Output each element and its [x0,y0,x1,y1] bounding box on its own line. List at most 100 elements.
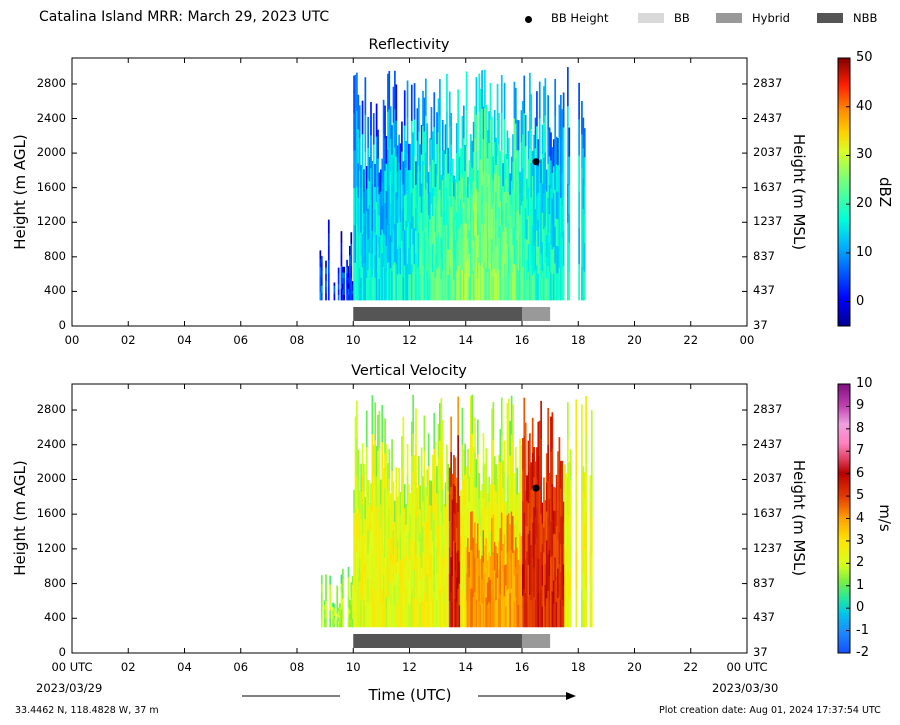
heatmap-cell [562,522,565,544]
heatmap-cell [432,243,434,273]
heatmap-cell [337,610,340,615]
heatmap-cell [486,493,489,516]
heatmap-cell [343,294,346,301]
heatmap-cell [327,233,330,247]
heatmap-cell [423,232,426,267]
heatmap-cell [581,589,583,628]
heatmap-cell [319,250,322,259]
heatmap-cell [441,270,444,301]
heatmap-cell [329,575,332,585]
heatmap-cell [398,494,400,522]
heatmap-cell [354,556,357,593]
heatmap-cell [462,597,465,628]
heatmap-cell [513,498,516,525]
heatmap-cell [530,517,533,545]
heatmap-cell [368,252,371,277]
heatmap-cell [433,161,436,197]
heatmap-cell [551,147,554,173]
heatmap-cell [347,616,350,628]
heatmap-cell [422,195,424,231]
heatmap-cell [388,537,391,568]
heatmap-cell [403,90,406,126]
heatmap-cell [410,592,413,628]
heatmap-cell [377,129,379,159]
heatmap-cell [396,496,399,519]
heatmap-cell [351,296,354,301]
heatmap-cell [329,601,332,611]
heatmap-cell [524,490,527,526]
heatmap-cell [388,70,391,110]
heatmap-cell [325,260,327,268]
heatmap-cell [409,582,412,605]
heatmap-cell [488,174,490,206]
heatmap-cell [460,249,462,276]
heatmap-cell [538,81,541,119]
heatmap-cell [340,254,343,266]
heatmap-cell [439,477,441,516]
heatmap-cell [356,551,358,590]
heatmap-cell [446,475,448,506]
heatmap-cell [395,228,398,265]
y-tick-label-right: 1637 [753,506,783,521]
heatmap-cell [458,605,461,628]
heatmap-cell [347,271,350,278]
date-right: 2023/03/30 [712,681,779,695]
heatmap-cell [458,180,461,205]
heatmap-cell [384,592,386,628]
heatmap-cell [491,554,493,591]
heatmap-cell [370,603,372,628]
heatmap-cell [426,548,429,575]
heatmap-cell [423,131,426,166]
heatmap-cell [481,108,483,148]
heatmap-cell [417,198,420,233]
nbb-swatch-icon [817,13,843,23]
heatmap-cell [382,573,385,601]
heatmap-cell [558,595,561,628]
heatmap-cell [474,487,476,523]
heatmap-cell [375,536,378,567]
heatmap-cell [439,589,441,628]
heatmap-cell [378,215,381,237]
heatmap-cell [531,452,534,488]
heatmap-cell [491,481,493,519]
heatmap-cell [450,144,452,176]
heatmap-cell [540,438,542,477]
heatmap-cell [537,246,540,274]
heatmap-cell [448,91,451,127]
heatmap-cell [458,517,461,540]
heatmap-cell [347,586,350,598]
colorbar-tick-label: 5 [856,488,865,504]
heatmap-cell [502,543,505,572]
heatmap-cell [491,590,493,628]
heatmap-cell [347,277,350,284]
heatmap-cell [395,120,398,157]
heatmap-cell [499,176,502,202]
heatmap-cell [537,421,540,457]
heatmap-cell [561,109,564,142]
heatmap-cell [512,441,514,479]
heatmap-cell [372,237,375,270]
heatmap-cell [496,552,499,578]
heatmap-cell [495,137,497,166]
heatmap-cell [520,566,523,597]
heatmap-cell [455,241,458,271]
heatmap-cell [465,109,468,148]
heatmap-cell [581,100,583,135]
heatmap-cell [440,436,443,475]
heatmap-cell [554,189,557,227]
heatmap-cell [461,269,464,301]
heatmap-cell [547,129,550,164]
heatmap-cell [340,583,343,593]
heatmap-cell [485,537,488,568]
heatmap-cell [526,525,528,552]
heatmap-cell [506,552,509,590]
heatmap-cell [375,169,378,203]
heatmap-cell [500,474,503,513]
heatmap-cell [541,183,544,213]
heatmap-cell [481,261,483,301]
heatmap-cell [412,394,415,434]
heatmap-cell [389,235,392,269]
heatmap-cell [471,220,474,248]
heatmap-cell [484,184,486,224]
